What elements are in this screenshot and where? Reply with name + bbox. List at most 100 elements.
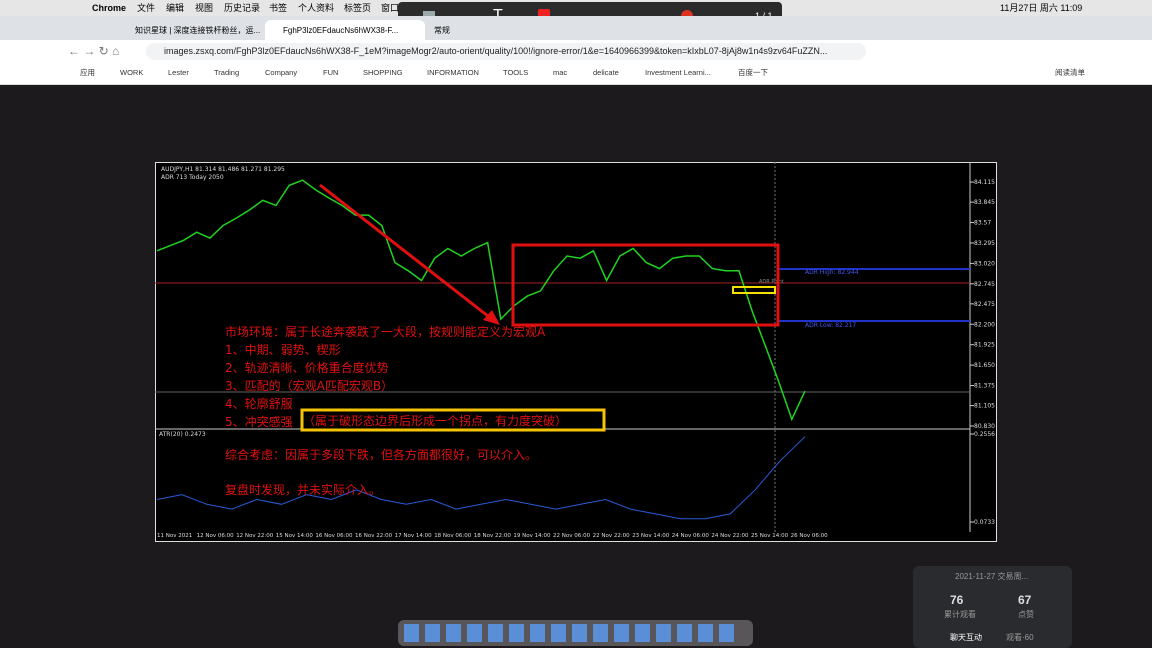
- bookmark[interactable]: Trading: [214, 68, 240, 77]
- x-tick-label: 25 Nov 14:00: [751, 533, 789, 539]
- atr-line: [156, 436, 806, 520]
- bookmark[interactable]: INFORMATION: [427, 68, 479, 77]
- bookmark[interactable]: SHOPPING: [363, 68, 403, 77]
- note: 5、冲突感强: [225, 414, 293, 429]
- trading-chart: AUDJPY,H1 81.314 81.486 81.271 81.295 AD…: [155, 162, 997, 542]
- y-tick-label: 81.105: [974, 403, 995, 410]
- address-bar[interactable]: images.zsxq.com/FghP3lz0EFdaucNs6hWX38-F…: [146, 43, 866, 60]
- menu[interactable]: 文件: [137, 3, 156, 13]
- menu[interactable]: 历史记录: [224, 3, 261, 13]
- bookmark[interactable]: 百度一下: [738, 68, 768, 77]
- bookmarks-bar: 应用 WORK Lester Trading Company FUN SHOPP…: [0, 64, 1152, 85]
- note: 3、匹配的（宏观A匹配宏观B）: [225, 378, 393, 393]
- x-tick-label: 26 Nov 06:00: [791, 533, 829, 539]
- x-tick-label: 16 Nov 06:00: [315, 533, 353, 539]
- reading-list[interactable]: 阅读清单: [1055, 68, 1085, 77]
- y-tick-label: 81.375: [974, 383, 995, 390]
- y-tick-label: 83.295: [974, 240, 995, 247]
- y-tick-label: 0.2556: [974, 431, 995, 438]
- toolbar: ← → ↻ ⌂ images.zsxq.com/FghP3lz0EFdaucNs…: [0, 40, 1152, 64]
- menu[interactable]: 窗口: [381, 3, 400, 13]
- adr-point-label: ADR Point: [759, 279, 784, 285]
- bookmark[interactable]: TOOLS: [503, 68, 529, 77]
- x-tick-label: 19 Nov 14:00: [513, 533, 551, 539]
- bookmark[interactable]: Lester: [168, 68, 189, 77]
- app-menu[interactable]: Chrome: [92, 3, 127, 13]
- x-tick-label: 12 Nov 22:00: [236, 533, 274, 539]
- tab-bar: 知识星球 | 深度连接铁杆粉丝，运... FghP3lz0EFdaucNs6hW…: [0, 16, 1152, 40]
- y-tick-label: 82.200: [974, 321, 995, 328]
- adr-high-label: ADR High: 82.944: [805, 269, 859, 276]
- notes: 市场环境：属于长途奔袭跌了一大段，按规则能定义为宏观A 1、中期、弱势、楔形 2…: [225, 324, 567, 497]
- views-label: 累计观看: [944, 610, 976, 619]
- y-tick-label: 82.475: [974, 301, 995, 308]
- live-title: 2021-11-27 交易周...: [955, 572, 1029, 581]
- menu[interactable]: 视图: [195, 3, 214, 13]
- bookmark[interactable]: WORK: [120, 68, 144, 77]
- x-tick-label: 11 Nov 2021: [157, 533, 192, 539]
- bookmark[interactable]: Company: [265, 68, 298, 77]
- note: 2、轨迹清晰、价格重合度优势: [225, 360, 389, 375]
- x-tick-label: 23 Nov 14:00: [632, 533, 670, 539]
- menu[interactable]: 个人资料: [298, 3, 335, 13]
- x-tick-label: 18 Nov 06:00: [434, 533, 472, 539]
- price-pane: [156, 179, 806, 520]
- likes-label: 点赞: [1018, 610, 1034, 619]
- price-line-series: [156, 179, 806, 422]
- tab[interactable]: FghP3lz0EFdaucNs6hWX38-F...: [265, 20, 425, 40]
- arrow-head: [483, 310, 500, 325]
- clock: 11月27日 周六 11:09: [1000, 3, 1083, 13]
- x-tick-label: 18 Nov 22:00: [474, 533, 512, 539]
- views-count: 76: [950, 593, 964, 607]
- x-tick-label: 16 Nov 22:00: [355, 533, 393, 539]
- bookmark[interactable]: delicate: [593, 68, 619, 77]
- tool[interactable]: T: [493, 2, 503, 30]
- x-tick-label: 15 Nov 14:00: [276, 533, 314, 539]
- adr-label: ADR 713 Today 2050: [161, 174, 224, 181]
- x-tick-label: 22 Nov 06:00: [553, 533, 591, 539]
- watching: 观看·60: [1006, 633, 1034, 642]
- y-tick-label: 82.745: [974, 281, 995, 288]
- y-tick-label: 84.115: [974, 179, 995, 186]
- summary: 综合考虑：因属于多段下跌，但各方面都很好，可以介入。: [225, 447, 537, 462]
- trend-arrow: [319, 183, 494, 322]
- note-box: [300, 408, 606, 432]
- bookmark[interactable]: mac: [553, 68, 568, 77]
- adr-low-label: ADR Low: 82.217: [805, 322, 856, 329]
- note: 1、中期、弱势、楔形: [225, 342, 341, 357]
- menu[interactable]: 编辑: [166, 3, 185, 13]
- y-tick-label: 80.830: [974, 423, 995, 430]
- note: 市场环境：属于长途奔袭跌了一大段，按规则能定义为宏观A: [225, 324, 546, 339]
- chart-header: AUDJPY,H1 81.314 81.486 81.271 81.295: [161, 166, 285, 173]
- x-tick-label: 12 Nov 06:00: [197, 533, 235, 539]
- y-tick-label: 83.57: [974, 220, 991, 227]
- y-tick-label: 83.020: [974, 260, 995, 267]
- menu[interactable]: 标签页: [344, 3, 372, 13]
- breakout-box: [732, 286, 776, 294]
- tab[interactable]: 知识星球 | 深度连接铁杆粉丝，运...: [135, 26, 261, 35]
- summary: 复盘时发现，并未实际介入。: [225, 482, 381, 497]
- x-tick-label: 17 Nov 14:00: [395, 533, 433, 539]
- live-panel: 2021-11-27 交易周... 76 累计观看 67 点赞 聊天互动 观看·…: [913, 566, 1072, 648]
- y-tick-label: 83.845: [974, 199, 995, 206]
- nav-buttons[interactable]: ← → ↻ ⌂: [68, 44, 120, 58]
- likes-count: 67: [1018, 593, 1032, 607]
- bookmark[interactable]: 应用: [80, 68, 95, 77]
- note: 4、轮廓舒服: [225, 396, 293, 411]
- dock-icons[interactable]: [404, 624, 734, 642]
- x-tick-label: 24 Nov 06:00: [672, 533, 710, 539]
- menu[interactable]: 书签: [269, 3, 288, 13]
- boxed-note: （属于破形态边界后形成一个拐点，有力度突破）: [303, 413, 567, 428]
- chart-frame: [155, 162, 997, 542]
- bookmark[interactable]: FUN: [323, 68, 339, 77]
- tab[interactable]: 常规: [434, 26, 450, 35]
- range-box: [511, 243, 780, 327]
- y-tick-label: 81.650: [974, 362, 995, 369]
- y-tick-label: 0.0733: [974, 519, 995, 526]
- bookmark[interactable]: Investment Learni...: [645, 68, 711, 77]
- x-tick-label: 24 Nov 22:00: [711, 533, 749, 539]
- dock: [398, 620, 753, 646]
- x-tick-label: 22 Nov 22:00: [593, 533, 631, 539]
- chat-tab[interactable]: 聊天互动: [950, 633, 982, 642]
